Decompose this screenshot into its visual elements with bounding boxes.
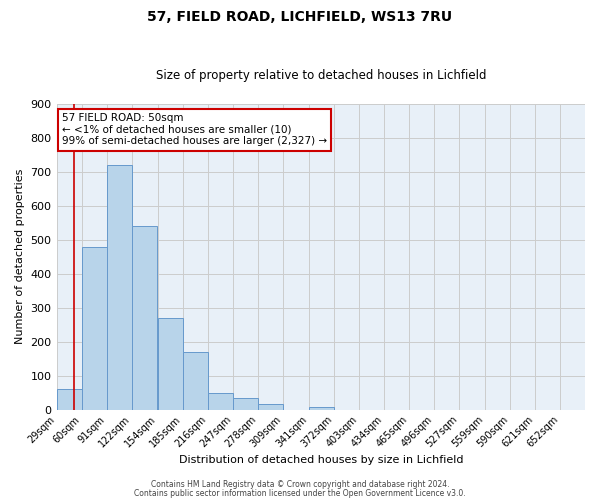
Bar bbox=[158, 318, 182, 410]
Text: 57, FIELD ROAD, LICHFIELD, WS13 7RU: 57, FIELD ROAD, LICHFIELD, WS13 7RU bbox=[148, 10, 452, 24]
Bar bbox=[258, 404, 283, 409]
Bar bbox=[131, 226, 157, 410]
Bar bbox=[56, 389, 82, 409]
Bar bbox=[107, 165, 131, 410]
Text: 57 FIELD ROAD: 50sqm
← <1% of detached houses are smaller (10)
99% of semi-detac: 57 FIELD ROAD: 50sqm ← <1% of detached h… bbox=[62, 113, 327, 146]
Y-axis label: Number of detached properties: Number of detached properties bbox=[15, 169, 25, 344]
Text: Contains HM Land Registry data © Crown copyright and database right 2024.: Contains HM Land Registry data © Crown c… bbox=[151, 480, 449, 489]
X-axis label: Distribution of detached houses by size in Lichfield: Distribution of detached houses by size … bbox=[179, 455, 463, 465]
Bar bbox=[308, 407, 334, 410]
Bar bbox=[208, 394, 233, 409]
Bar bbox=[182, 352, 208, 410]
Title: Size of property relative to detached houses in Lichfield: Size of property relative to detached ho… bbox=[155, 69, 486, 82]
Bar bbox=[233, 398, 258, 409]
Bar bbox=[82, 246, 107, 410]
Text: Contains public sector information licensed under the Open Government Licence v3: Contains public sector information licen… bbox=[134, 488, 466, 498]
